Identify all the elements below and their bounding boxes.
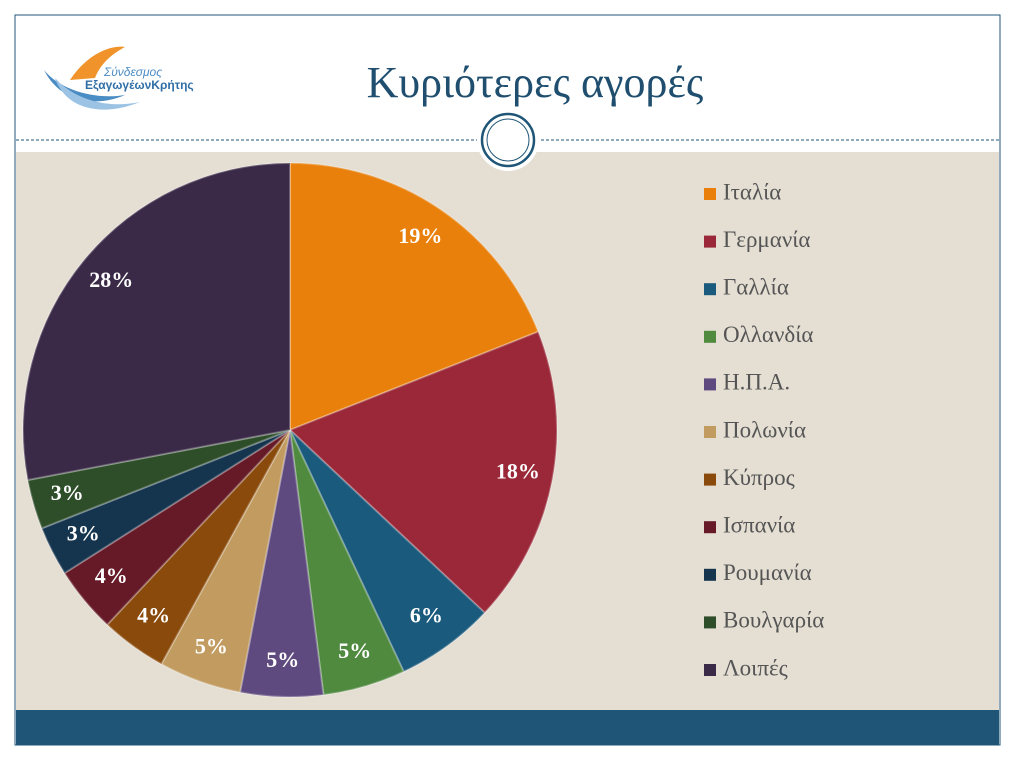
data-label: 28% [89, 267, 133, 292]
legend-swatch [704, 664, 716, 676]
logo-wave [55, 78, 140, 110]
data-label: 5% [338, 638, 371, 663]
pie-slice [289, 429, 487, 673]
divider-ring [480, 112, 536, 168]
logo-text: Σύνδεσμος [103, 65, 162, 79]
legend: Ιταλία Γερμανία Γαλλία Ολλανδία Η.Π.Α. Πολωνί… [704, 179, 824, 680]
legend-label: Κύπρος [723, 465, 795, 490]
pie-slice [289, 161, 540, 432]
pie-slice [22, 161, 291, 482]
pie-slice [160, 429, 291, 694]
legend-label: Γαλλία [723, 274, 789, 299]
chart-title: Κυριότερες αγορές [367, 58, 704, 107]
legend-label: Η.Π.Α. [723, 370, 790, 395]
data-label: 5% [195, 633, 228, 658]
pie-slice [26, 429, 291, 530]
legend-label: Γερμανία [723, 227, 810, 252]
legend-label: Ιταλία [723, 179, 781, 204]
legend-swatch [704, 426, 716, 438]
legend-swatch [704, 521, 716, 534]
data-label: 18% [496, 459, 540, 484]
legend-label: Ρουμανία [723, 560, 812, 585]
pie-slice [288, 330, 558, 615]
data-label: 3% [51, 480, 84, 505]
data-label: 3% [67, 520, 100, 545]
legend-swatch [704, 188, 716, 200]
logo: Σύνδεσμος ΕξαγωγέωνΚρήτης [44, 46, 194, 110]
logo-text: ΕξαγωγέωνΚρήτης [85, 78, 194, 92]
legend-swatch [704, 568, 716, 581]
divider-ring-inner [486, 118, 530, 162]
pie-slice [105, 429, 291, 666]
pie-slice [289, 429, 406, 697]
legend-swatch [704, 378, 716, 391]
legend-swatch [704, 283, 716, 296]
legend-label: Ολλανδία [723, 322, 813, 347]
legend-swatch [704, 330, 716, 343]
data-label: 6% [410, 603, 443, 628]
pie-slice [40, 429, 291, 575]
logo-flame [70, 46, 125, 80]
legend-swatch [704, 235, 716, 248]
pie-slice [63, 429, 291, 627]
legend-swatch [704, 616, 716, 629]
footer-band [16, 710, 999, 745]
legend-label: Λοιπές [723, 655, 788, 680]
legend-swatch [704, 473, 716, 486]
data-label: 4% [95, 563, 128, 588]
pie-slice [238, 429, 325, 698]
legend-label: Ισπανία [723, 512, 795, 537]
data-label: 5% [266, 647, 299, 672]
data-label: 4% [137, 603, 170, 628]
legend-label: Πολωνία [723, 417, 806, 442]
data-label: 19% [398, 223, 442, 248]
pie: 19% 18% 6% 5% 5% 5% 4% 4% 3% 3% 28% [22, 161, 558, 698]
legend-label: Βουλγαρία [723, 608, 824, 633]
